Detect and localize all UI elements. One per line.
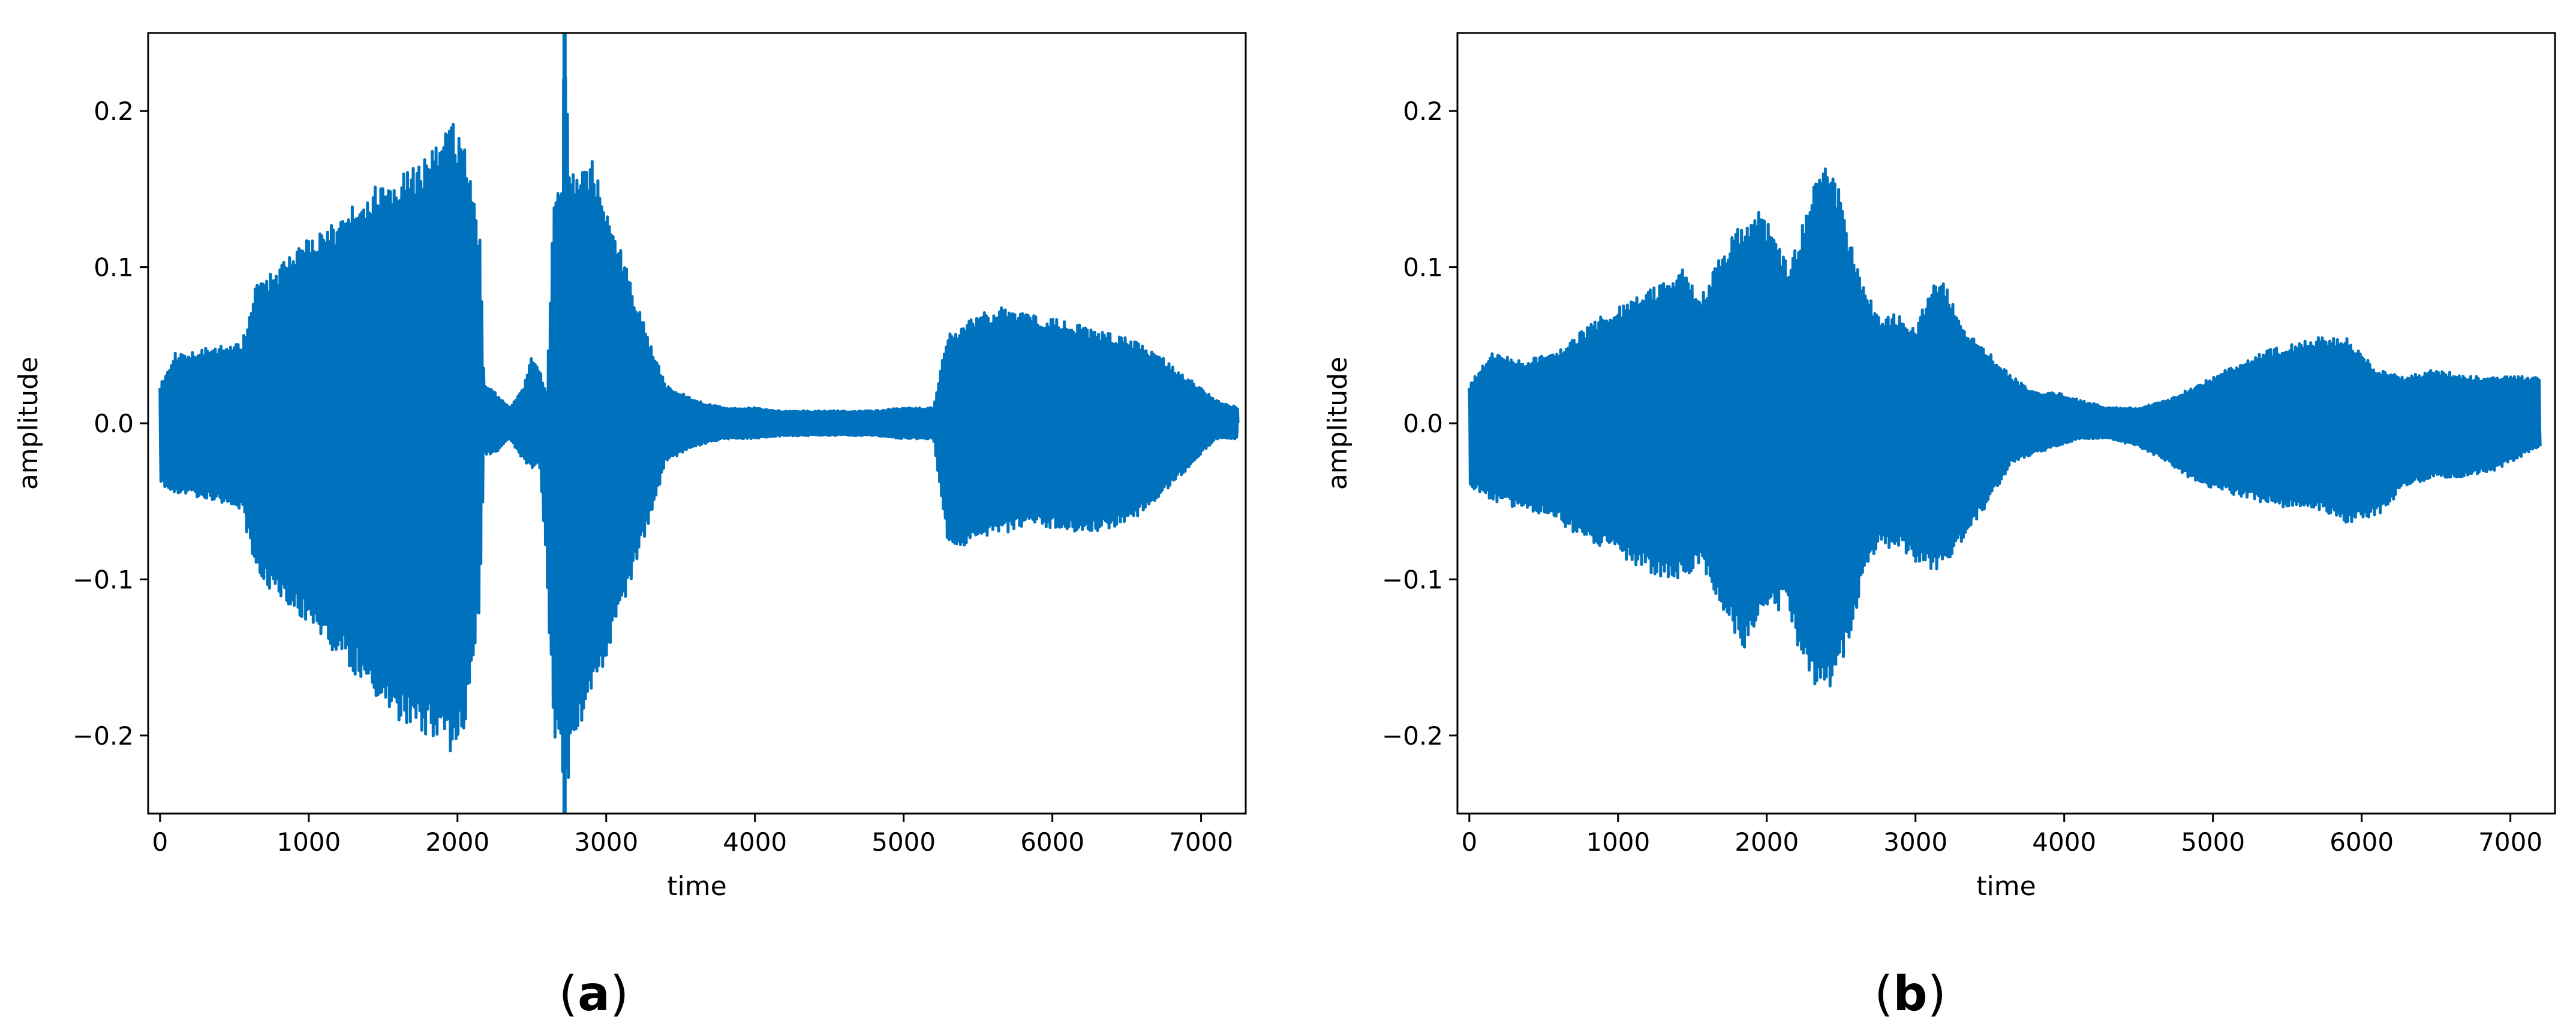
x-tick-label: 2000 <box>425 827 489 857</box>
x-axis-label-a: time <box>667 871 726 902</box>
y-tick-label: 0.1 <box>1403 253 1443 282</box>
y-tick-label: −0.1 <box>73 565 134 594</box>
x-tick-label: 0 <box>152 827 168 857</box>
x-ticks-a: 0 1000 2000 3000 4000 5000 6000 7000 <box>152 814 1233 857</box>
waveform-b <box>1468 167 2542 688</box>
x-tick-label: 5000 <box>871 827 936 857</box>
y-tick-label: 0.2 <box>1403 97 1443 126</box>
x-tick-label: 3000 <box>1883 827 1947 857</box>
panel-caption-a: (a) <box>559 966 629 1022</box>
y-axis-label-a: amplitude <box>13 357 44 490</box>
x-ticks-b: 0 1000 2000 3000 4000 5000 6000 7000 <box>1461 814 2542 857</box>
y-tick-label: 0.0 <box>94 409 134 438</box>
x-tick-label: 1000 <box>1586 827 1650 857</box>
x-axis-label-b: time <box>1976 871 2036 902</box>
chart-a: 0 1000 2000 3000 4000 5000 6000 7000 −0.2 −0.1 0.… <box>13 32 1247 1022</box>
x-tick-label: 4000 <box>723 827 787 857</box>
y-tick-label: 0.1 <box>94 253 134 282</box>
x-tick-label: 3000 <box>574 827 638 857</box>
x-tick-label: 6000 <box>1020 827 1084 857</box>
y-axis-label-b: amplitude <box>1322 357 1353 490</box>
x-tick-label: 0 <box>1461 827 1477 857</box>
y-tick-label: 0.0 <box>1403 409 1443 438</box>
x-tick-label: 7000 <box>2478 827 2542 857</box>
y-tick-label: −0.2 <box>1382 721 1443 751</box>
y-tick-label: −0.2 <box>73 721 134 751</box>
x-tick-label: 7000 <box>1169 827 1233 857</box>
plot-area-b <box>1468 167 2542 688</box>
y-ticks-a: −0.2 −0.1 0.0 0.1 0.2 <box>73 97 148 751</box>
plot-area-a <box>158 33 1240 814</box>
x-tick-label: 1000 <box>276 827 341 857</box>
y-tick-label: −0.1 <box>1382 565 1443 594</box>
y-tick-label: 0.2 <box>94 97 134 126</box>
x-tick-label: 5000 <box>2181 827 2245 857</box>
chart-b: 0 1000 2000 3000 4000 5000 6000 7000 −0.2 −0.1 0.… <box>1322 32 2556 1022</box>
x-tick-label: 6000 <box>2329 827 2394 857</box>
y-ticks-b: −0.2 −0.1 0.0 0.1 0.2 <box>1382 97 1457 751</box>
panel-caption-b: (b) <box>1874 966 1946 1022</box>
x-tick-label: 2000 <box>1735 827 1799 857</box>
waveform-a <box>158 76 1240 783</box>
x-tick-label: 4000 <box>2032 827 2096 857</box>
